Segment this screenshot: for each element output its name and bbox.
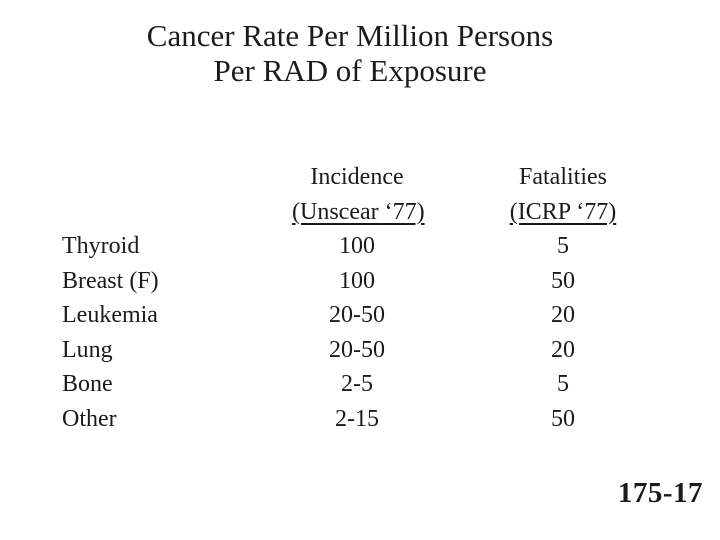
row-label-leukemia: Leukemia [62,302,158,328]
incidence-value-thyroid: 100 [339,233,375,259]
row-label-other: Other [62,405,117,432]
column-header-incidence: Incidence [310,164,404,190]
fatalities-value-other: 50 [551,405,575,432]
fatalities-value-bone: 5 [557,371,569,397]
column-subheader-incidence-source: (Unscear ‘77) [292,198,425,225]
fatalities-value-thyroid: 5 [557,233,569,259]
incidence-value-bone: 2-5 [341,371,373,397]
incidence-value-breast: 100 [339,267,375,294]
row-label-lung: Lung [62,336,113,363]
slide-number: 175-17 [617,477,703,509]
fatalities-value-leukemia: 20 [551,302,575,328]
slide-title-line1: Cancer Rate Per Million Persons [146,18,554,53]
slide-title: Cancer Rate Per Million Persons Per RAD … [0,18,700,88]
cancer-rate-table: Incidence Fatalities (Unscear ‘77) (ICRP… [62,160,704,436]
row-label-bone: Bone [62,371,113,397]
fatalities-value-breast: 50 [551,267,575,294]
header-spacer [62,160,292,195]
slide-title-line2: Per RAD of Exposure [213,53,487,88]
incidence-value-lung: 20-50 [329,336,385,363]
row-label-breast: Breast (F) [62,267,159,294]
incidence-value-other: 2-15 [335,405,379,432]
row-label-thyroid: Thyroid [62,233,140,259]
column-header-fatalities: Fatalities [519,164,607,190]
fatalities-value-lung: 20 [551,336,575,363]
header-spacer [62,195,292,230]
column-subheader-fatalities-source: (ICRP ‘77) [509,198,617,225]
incidence-value-leukemia: 20-50 [329,302,385,328]
